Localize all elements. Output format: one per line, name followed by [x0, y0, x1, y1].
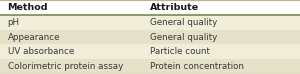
Text: Appearance: Appearance: [8, 32, 60, 42]
Text: Protein concentration: Protein concentration: [150, 62, 244, 71]
Text: pH: pH: [8, 18, 20, 27]
Bar: [0, 59, 300, 74]
Text: General quality: General quality: [150, 32, 217, 42]
Text: Method: Method: [8, 3, 48, 12]
Bar: [0, 15, 300, 30]
Text: Colorimetric protein assay: Colorimetric protein assay: [8, 62, 123, 71]
Bar: [0, 30, 300, 44]
Bar: [0, 44, 300, 59]
Text: Particle count: Particle count: [150, 47, 210, 56]
Bar: [0, 0, 300, 15]
Text: UV absorbance: UV absorbance: [8, 47, 74, 56]
Text: Attribute: Attribute: [150, 3, 199, 12]
Text: General quality: General quality: [150, 18, 217, 27]
